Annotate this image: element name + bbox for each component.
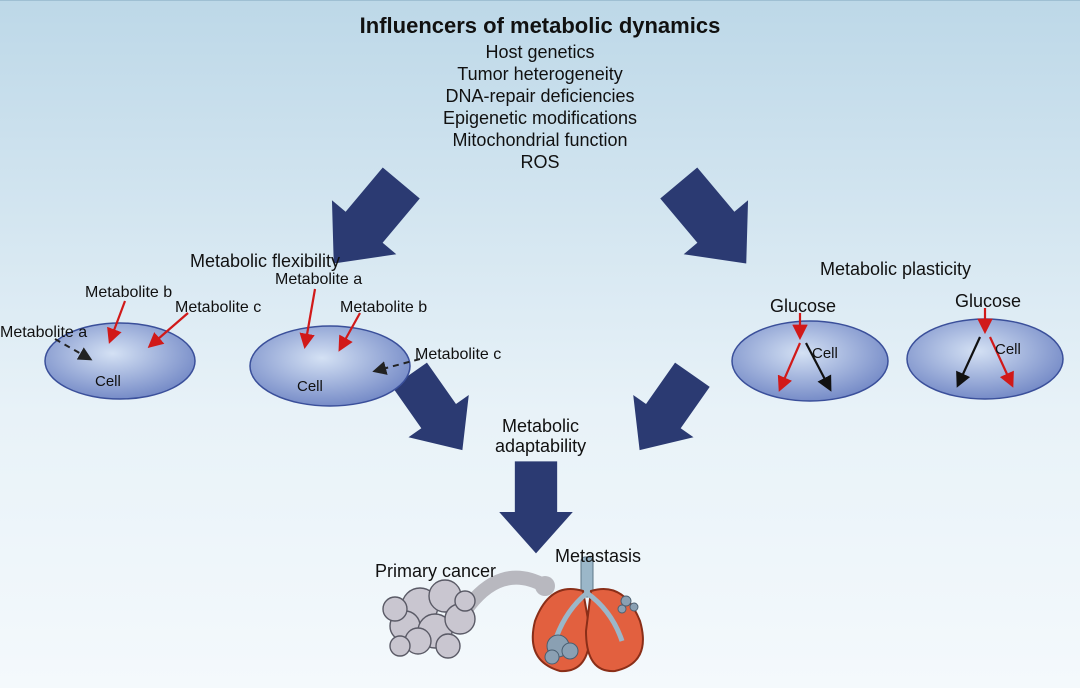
primary-cancer-label: Primary cancer (375, 561, 496, 582)
big-arrow-mid-right (609, 354, 722, 472)
flexibility-heading: Metabolic flexibility (190, 251, 340, 272)
metabolite-label: Metabolite a (275, 271, 362, 289)
shapes-layer (0, 1, 1080, 688)
cell-label: Cell (812, 345, 838, 362)
big-arrow-bottom (499, 461, 573, 553)
connector-joint (535, 576, 555, 596)
cell-label: Cell (297, 378, 323, 395)
metabolite-label: Metabolite c (175, 299, 261, 317)
plas-cell-1 (732, 321, 888, 401)
metabolite-label: Metabolite b (340, 299, 427, 317)
cell-label: Cell (95, 373, 121, 390)
cell-label: Cell (995, 341, 1021, 358)
glucose-label: Glucose (770, 296, 836, 317)
metabolite-label: Metabolite c (415, 346, 501, 364)
flex-cell-2 (250, 326, 410, 406)
diagram-stage: Influencers of metabolic dynamics Host g… (0, 0, 1080, 688)
lungs-icon (533, 557, 643, 671)
plasticity-heading: Metabolic plasticity (820, 259, 971, 280)
glucose-label: Glucose (955, 291, 1021, 312)
metabolite-label: Metabolite a (0, 324, 87, 342)
metabolite-label: Metabolite b (85, 284, 172, 302)
connector-arm (465, 578, 545, 611)
big-arrow-top-right (647, 156, 779, 290)
adaptability-heading: Metabolic adaptability (495, 416, 586, 456)
metastasis-label: Metastasis (555, 546, 641, 567)
primary-tumor-icon (383, 580, 475, 658)
